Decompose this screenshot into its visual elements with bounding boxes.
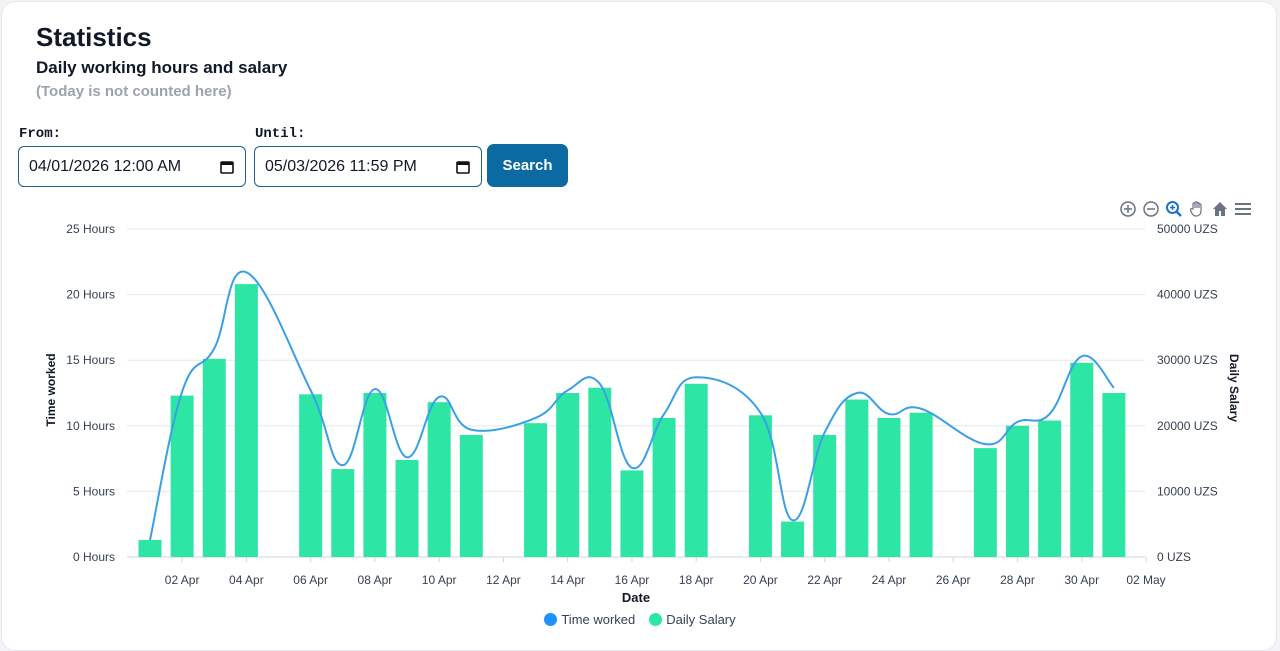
bar-daily-salary [1102, 393, 1125, 557]
legend-item-time-worked[interactable]: Time worked [544, 612, 635, 627]
bar-daily-salary [396, 460, 419, 557]
bar-daily-salary [653, 418, 676, 557]
x-tick-label: 14 Apr [550, 573, 585, 587]
y-right-tick-label: 20000 UZS [1157, 419, 1218, 433]
bar-daily-salary [845, 400, 868, 557]
y-right-tick-label: 50000 UZS [1157, 222, 1218, 236]
x-tick-label: 02 May [1126, 573, 1165, 587]
bar-daily-salary [588, 388, 611, 557]
bar-daily-salary [974, 448, 997, 557]
y-right-axis-title: Daily Salary [1227, 354, 1241, 422]
bar-daily-salary [235, 284, 258, 557]
bar-daily-salary [877, 418, 900, 557]
bar-daily-salary [620, 470, 643, 557]
legend-item-daily-salary[interactable]: Daily Salary [649, 612, 735, 627]
y-right-tick-label: 0 UZS [1157, 550, 1191, 564]
y-right-tick-label: 40000 UZS [1157, 288, 1218, 302]
x-tick-label: 06 Apr [293, 573, 328, 587]
bar-daily-salary [685, 384, 708, 557]
bar-daily-salary [1070, 363, 1093, 557]
bar-daily-salary [1006, 426, 1029, 557]
y-left-tick-label: 10 Hours [66, 419, 115, 433]
bar-daily-salary [460, 435, 483, 557]
y-right-tick-label: 30000 UZS [1157, 353, 1218, 367]
x-tick-label: 08 Apr [358, 573, 393, 587]
bar-daily-salary [556, 393, 579, 557]
legend-label-time-worked: Time worked [561, 612, 635, 627]
bar-daily-salary [331, 469, 354, 557]
y-left-tick-label: 0 Hours [73, 550, 115, 564]
legend-marker-time-worked [544, 613, 557, 626]
y-left-tick-label: 15 Hours [66, 353, 115, 367]
bar-daily-salary [299, 394, 322, 557]
bar-daily-salary [203, 359, 226, 557]
y-left-tick-label: 25 Hours [66, 222, 115, 236]
bar-daily-salary [781, 522, 804, 557]
x-tick-label: 04 Apr [229, 573, 264, 587]
y-left-axis-title: Time worked [44, 353, 58, 426]
bar-daily-salary [1038, 421, 1061, 557]
x-tick-label: 12 Apr [486, 573, 521, 587]
y-left-tick-label: 5 Hours [73, 484, 115, 498]
x-tick-label: 24 Apr [872, 573, 907, 587]
x-tick-label: 22 Apr [807, 573, 842, 587]
x-tick-label: 30 Apr [1064, 573, 1099, 587]
bar-daily-salary [363, 393, 386, 557]
y-left-tick-label: 20 Hours [66, 288, 115, 302]
x-axis-title: Date [622, 590, 650, 605]
legend-label-daily-salary: Daily Salary [666, 612, 735, 627]
x-tick-label: 02 Apr [165, 573, 200, 587]
legend-marker-daily-salary [649, 613, 662, 626]
bar-daily-salary [910, 413, 933, 557]
x-tick-label: 28 Apr [1000, 573, 1035, 587]
x-tick-label: 18 Apr [679, 573, 714, 587]
bar-daily-salary [428, 402, 451, 557]
bar-daily-salary [524, 423, 547, 557]
bar-daily-salary [749, 415, 772, 557]
x-tick-label: 16 Apr [615, 573, 650, 587]
y-right-tick-label: 10000 UZS [1157, 484, 1218, 498]
x-tick-label: 20 Apr [743, 573, 778, 587]
x-tick-label: 10 Apr [422, 573, 457, 587]
bar-daily-salary [139, 540, 162, 557]
x-tick-label: 26 Apr [936, 573, 971, 587]
chart-legend: Time worked Daily Salary [0, 612, 1280, 627]
